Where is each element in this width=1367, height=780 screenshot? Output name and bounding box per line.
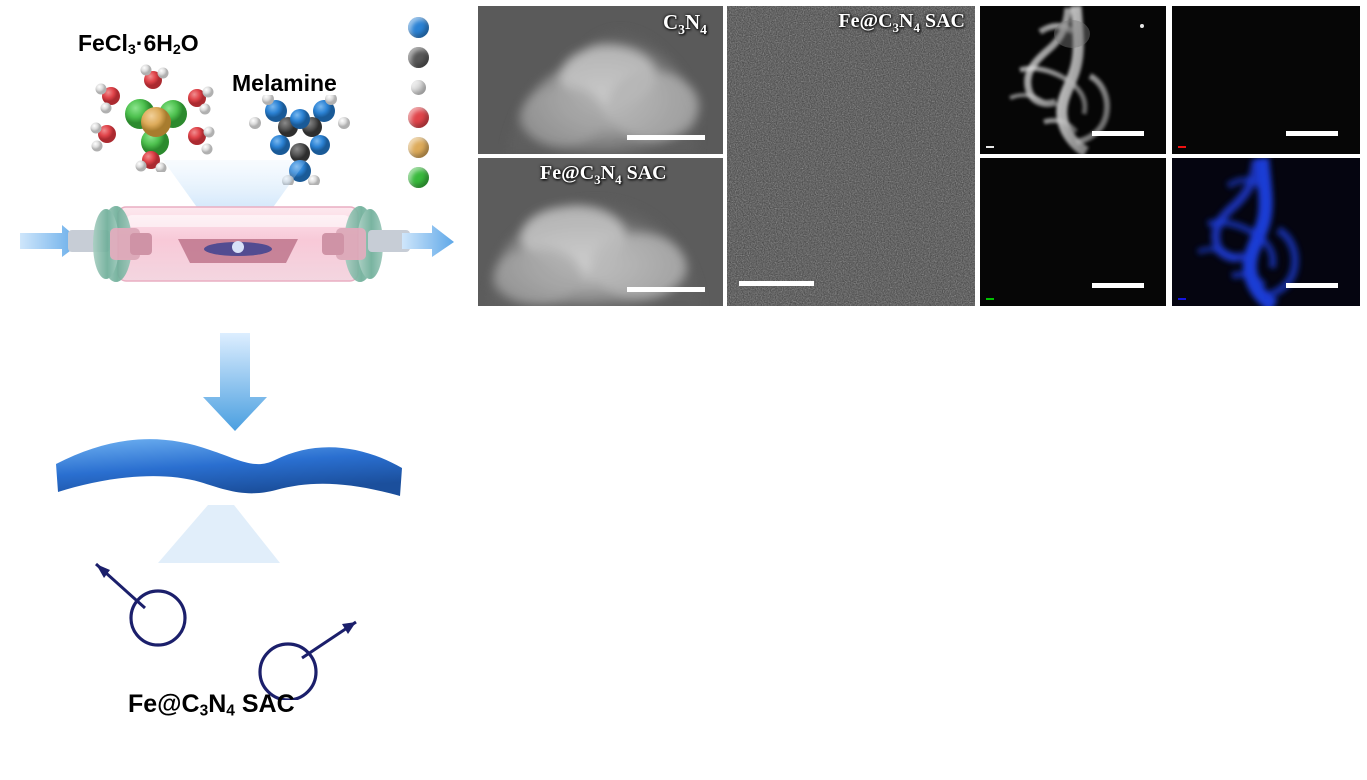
callout-arrows (94, 562, 357, 700)
micrograph-d-title: Fe@C3N4 SAC (838, 10, 965, 35)
micrograph-c: Fe@C3N4 SAC (478, 158, 723, 306)
eds-map-c (1172, 158, 1360, 306)
c-chip (1178, 298, 1186, 300)
precursor-2-label: Melamine (232, 70, 337, 96)
legend-dot-n (408, 16, 429, 38)
micrograph-h-c-map (1172, 158, 1360, 306)
process-arrow-down (203, 333, 267, 431)
micrograph-g-fe-map (1172, 6, 1360, 154)
legend-item (408, 162, 439, 192)
haadf-image-e (980, 6, 1166, 154)
scalebar-c (627, 287, 705, 292)
micrograph-f-n-map (980, 158, 1166, 306)
fe-chip (1178, 146, 1186, 148)
xanes-chart (755, 325, 1040, 545)
wavelet-chart-m (1055, 542, 1367, 774)
exafs-chart (755, 545, 1040, 777)
n-chip (986, 298, 994, 300)
zoom-cone (158, 505, 280, 563)
sem-image-b (478, 6, 723, 154)
cn-sheet-illustration (56, 439, 402, 496)
eds-map-fe (1172, 6, 1360, 154)
raman-chart (500, 320, 750, 778)
legend-item (408, 42, 439, 72)
stem-image-d (727, 6, 975, 306)
legend-dot-c (408, 46, 429, 68)
micrograph-e-haadf (980, 6, 1166, 154)
legend-dot-o (408, 106, 429, 128)
micrograph-c-title: Fe@C3N4 SAC (540, 162, 667, 187)
tube-furnace-schematic (20, 206, 454, 282)
fecl3-molecule (90, 64, 215, 172)
haadf-chip (986, 146, 994, 148)
atom-legend (408, 12, 439, 192)
legend-item (408, 72, 439, 102)
precursor-funnel (163, 160, 307, 238)
micrograph-b: C3N4 (478, 6, 723, 154)
micrograph-b-title: C3N4 (663, 10, 707, 38)
eds-map-n (980, 158, 1166, 306)
legend-dot-h (411, 79, 426, 95)
scalebar-h (1286, 283, 1338, 288)
scalebar-g (1286, 131, 1338, 136)
sem-image-c (478, 158, 723, 306)
scalebar-f (1092, 283, 1144, 288)
scalebar-e (1092, 131, 1144, 136)
precursor-1-label: FeCl3·6H2O (78, 30, 199, 59)
product-label: Fe@C3N4 SAC (128, 690, 295, 720)
legend-item (408, 132, 439, 162)
legend-item (408, 12, 439, 42)
scalebar-b (627, 135, 705, 140)
legend-dot-cl (408, 166, 429, 188)
legend-dot-fe (408, 136, 429, 158)
scalebar-d (739, 281, 814, 286)
legend-item (408, 102, 439, 132)
wavelet-chart-l (1055, 322, 1367, 542)
micrograph-d: Fe@C3N4 SAC (727, 6, 975, 306)
